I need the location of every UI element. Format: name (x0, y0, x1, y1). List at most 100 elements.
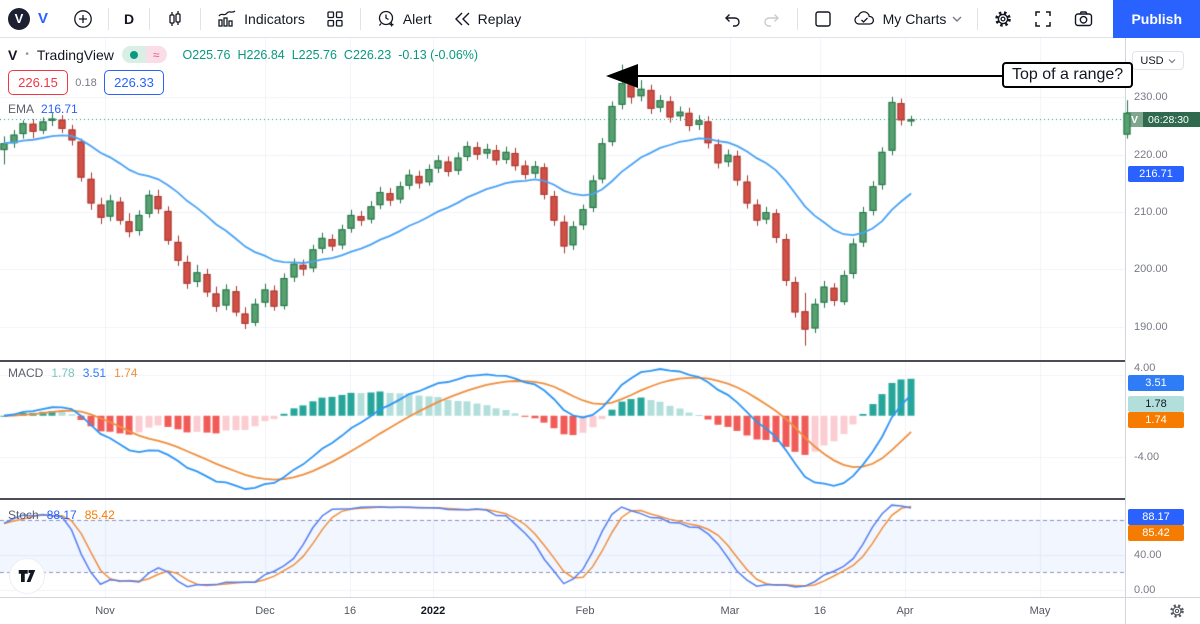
fullscreen-button[interactable] (1024, 4, 1062, 34)
templates-button[interactable] (316, 4, 354, 34)
ema-value: 216.71 (41, 102, 78, 116)
market-open-dot-badge (121, 46, 146, 63)
toolbar-separator (359, 7, 361, 30)
legend-symbol[interactable]: V (8, 46, 18, 63)
undo-icon (724, 13, 740, 27)
macd-label: MACD (8, 366, 44, 380)
price-axis[interactable]: USD V 06:28:30 230.00 220.00 210.00 200.00 1… (1125, 38, 1200, 597)
chevron-down-icon (1168, 58, 1176, 63)
currency-dropdown[interactable]: USD (1132, 51, 1184, 70)
symbol-button[interactable]: V (38, 10, 49, 27)
chart-canvas[interactable] (0, 38, 1133, 597)
ema-price-badge: 216.71 (1128, 166, 1184, 182)
stoch-axis-mid-tick: 40.00 (1134, 549, 1162, 561)
bid-ask-row: 226.15 0.18 226.33 (8, 70, 478, 95)
camera-icon (1075, 10, 1093, 26)
ask-price-button[interactable]: 226.33 (104, 70, 164, 95)
toolbar-separator (977, 7, 979, 30)
legend-source: TradingView (36, 46, 114, 63)
toolbar-separator (108, 7, 110, 30)
time-axis-corner-separator (1125, 598, 1126, 624)
candlestick-icon (169, 10, 181, 26)
publish-button[interactable]: Publish (1113, 0, 1200, 38)
macd-signal-value: 1.74 (114, 366, 138, 380)
stoch-k-badge: 88.17 (1128, 509, 1184, 525)
redo-button[interactable] (753, 4, 791, 34)
green-dot-icon (129, 50, 138, 59)
tradingview-logo[interactable] (10, 559, 44, 593)
price-tick-label: 220.00 (1134, 148, 1168, 161)
time-axis[interactable]: Nov Dec 16 2022 Feb Mar 16 Apr May (0, 597, 1200, 624)
cloud-check-icon (853, 10, 874, 25)
stoch-panel-separator[interactable] (0, 498, 1125, 500)
low-value: L225.76 (291, 47, 337, 62)
high-value: H226.84 (237, 47, 285, 62)
macd-panel-separator[interactable] (0, 360, 1125, 362)
price-tick-label: 200.00 (1134, 263, 1168, 276)
indicators-icon (218, 9, 236, 27)
undo-button[interactable] (713, 4, 751, 34)
time-tick-label: 16 (813, 605, 827, 617)
my-charts-label: My Charts (882, 10, 947, 27)
macd-hist-value: 1.78 (51, 366, 75, 380)
my-charts-button[interactable]: My Charts (844, 4, 972, 34)
macd-legend-row[interactable]: MACD 1.78 3.51 1.74 (8, 366, 137, 380)
replay-label: Replay (477, 10, 522, 27)
symbol-logo[interactable]: V (8, 7, 30, 30)
countdown-time: 06:28:30 (1143, 112, 1200, 127)
replay-button[interactable]: Replay (443, 4, 531, 34)
time-tick-label: May (1029, 605, 1051, 617)
countdown-badge: V 06:28:30 (1126, 112, 1200, 127)
layout-square-icon (814, 10, 831, 27)
macd-line-value: 3.51 (82, 366, 107, 380)
open-value: O225.76 (182, 47, 231, 62)
alert-button[interactable]: Alert (367, 4, 441, 34)
top-toolbar: V V D Indicators Alert (0, 0, 1200, 38)
stoch-k-value: 88.17 (46, 508, 77, 522)
indicators-button[interactable]: Indicators (207, 4, 314, 34)
annotation-arrowhead-icon[interactable] (606, 64, 638, 88)
screenshot-button[interactable] (1064, 4, 1103, 34)
bid-price-button[interactable]: 226.15 (8, 70, 68, 95)
approx-data-badge: ≈ (145, 46, 167, 63)
compare-button[interactable] (64, 4, 102, 34)
gear-icon (995, 10, 1012, 27)
currency-label: USD (1140, 54, 1164, 67)
market-status-badges[interactable]: ≈ (121, 46, 167, 63)
ohlc-values: O225.76 H226.84 L225.76 C226.23 -0.13 (-… (183, 48, 479, 62)
macd-axis-top-tick: 4.00 (1134, 362, 1156, 374)
legend-row-symbol: V • TradingView ≈ O225.76 H226.84 L225.7… (8, 46, 478, 63)
stoch-legend-row[interactable]: Stoch 88.17 85.42 (8, 508, 115, 522)
annotation-text-box[interactable]: Top of a range? (1002, 62, 1134, 88)
time-tick-label: 2022 (420, 605, 446, 617)
time-axis-settings-button[interactable] (1168, 602, 1186, 624)
main-legend: V • TradingView ≈ O225.76 H226.84 L225.7… (8, 46, 478, 116)
macd-line-badge: 3.51 (1128, 375, 1184, 391)
time-tick-label: Nov (95, 605, 115, 617)
redo-icon (763, 13, 779, 27)
close-value: C226.23 (343, 47, 392, 62)
macd-hist-badge: 1.78 (1128, 396, 1184, 412)
grid-layout-icon (327, 10, 343, 27)
alert-label: Alert (402, 10, 432, 27)
gear-icon (1170, 604, 1184, 618)
layout-button[interactable] (804, 4, 842, 34)
stoch-label: Stoch (8, 508, 39, 522)
indicators-label: Indicators (244, 10, 305, 27)
settings-button[interactable] (984, 4, 1022, 34)
fullscreen-icon (1035, 10, 1052, 27)
time-tick-label: Mar (720, 605, 740, 617)
time-tick-label: Dec (255, 605, 275, 617)
annotation-arrow-line[interactable] (636, 75, 1004, 77)
chevron-down-icon (952, 16, 962, 22)
price-tick-label: 230.00 (1134, 91, 1168, 104)
tradingview-logo-icon (18, 570, 36, 582)
plus-circle-icon (74, 9, 92, 28)
change-value: -0.13 (-0.06%) (398, 47, 479, 62)
toolbar-left-group: V V D Indicators Alert (0, 4, 530, 34)
time-tick-label: Feb (575, 605, 595, 617)
interval-button[interactable]: D (124, 10, 135, 27)
ema-legend-row[interactable]: EMA 216.71 (8, 102, 478, 116)
chart-style-button[interactable] (156, 4, 194, 34)
